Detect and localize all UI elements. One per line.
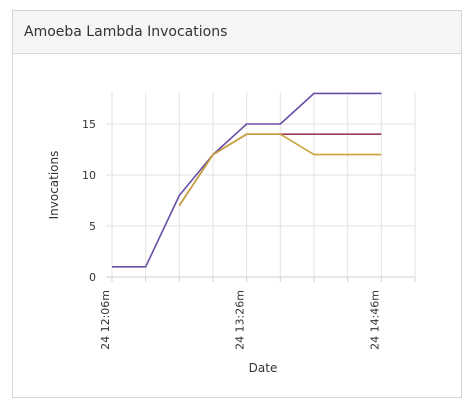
x-tick-label: 24 13:26m <box>234 290 247 350</box>
grid <box>106 92 416 278</box>
series-line-3 <box>178 133 382 207</box>
y-axis-label: Invocations <box>47 151 61 220</box>
series <box>112 92 382 268</box>
labels: 0 5 10 15 24 12:06m 24 13:26m 24 14:46m <box>82 118 381 350</box>
x-axis-label: Date <box>249 361 278 375</box>
panel-header: Amoeba Lambda Invocations <box>13 11 461 54</box>
x-tick-label: 24 12:06m <box>99 290 112 350</box>
series-line-1 <box>112 92 382 268</box>
axes <box>111 277 416 282</box>
y-tick-label: 15 <box>82 118 96 131</box>
chart-panel: Amoeba Lambda Invocations <box>12 10 462 398</box>
panel-title: Amoeba Lambda Invocations <box>24 24 228 40</box>
x-tick-label: 24 14:46m <box>368 290 381 350</box>
y-tick-label: 0 <box>89 271 96 284</box>
y-tick-label: 5 <box>89 220 96 233</box>
y-tick-label: 10 <box>82 169 96 182</box>
